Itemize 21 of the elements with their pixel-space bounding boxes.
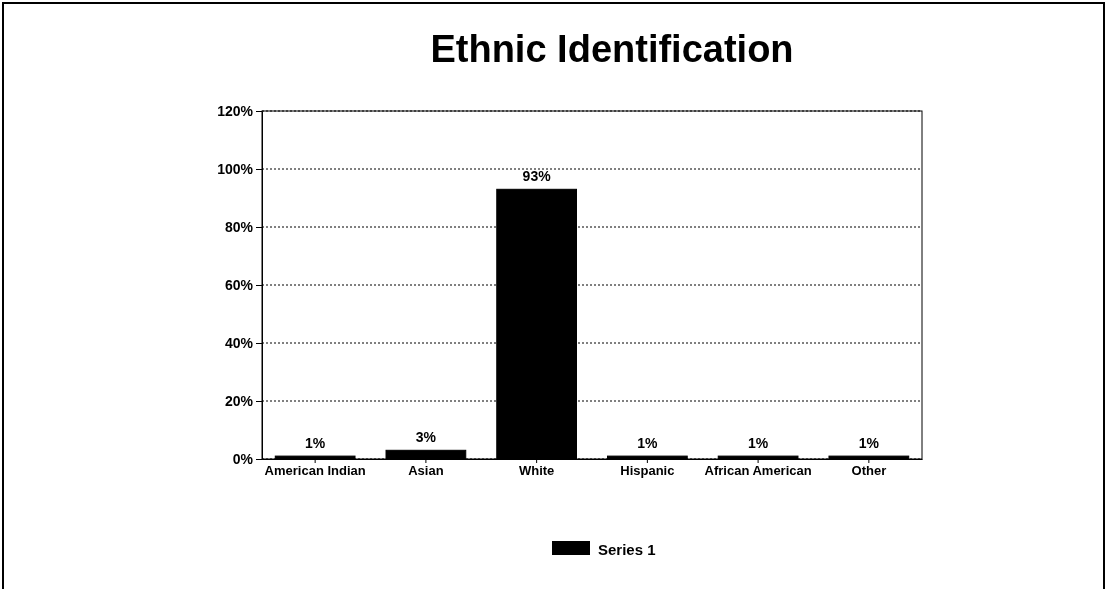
- data-label: 1%: [747, 435, 769, 452]
- data-label: 93%: [522, 168, 552, 185]
- y-tick-label: 120%: [217, 102, 254, 119]
- data-label: 1%: [858, 435, 880, 452]
- x-tick-label: American Indian: [264, 463, 366, 479]
- x-tick-label: African American: [704, 463, 812, 479]
- x-tick-label: Other: [851, 463, 887, 479]
- data-label: 1%: [305, 435, 326, 452]
- x-tick-label: White: [518, 463, 555, 479]
- y-tick-label: 20%: [224, 392, 254, 409]
- legend-label: Series 1: [598, 541, 656, 558]
- x-tick-label: Asian: [408, 463, 444, 479]
- y-tick-label: 80%: [224, 218, 254, 235]
- data-label: 3%: [415, 429, 437, 446]
- y-tick-label: 100%: [217, 160, 254, 177]
- x-tick-label: Hispanic: [620, 463, 675, 479]
- chart-title: Ethnic Identification: [430, 28, 794, 70]
- y-tick-label: 0%: [232, 450, 254, 467]
- y-tick-label: 60%: [224, 276, 254, 293]
- data-label: 1%: [637, 435, 659, 452]
- y-tick-label: 40%: [224, 334, 254, 351]
